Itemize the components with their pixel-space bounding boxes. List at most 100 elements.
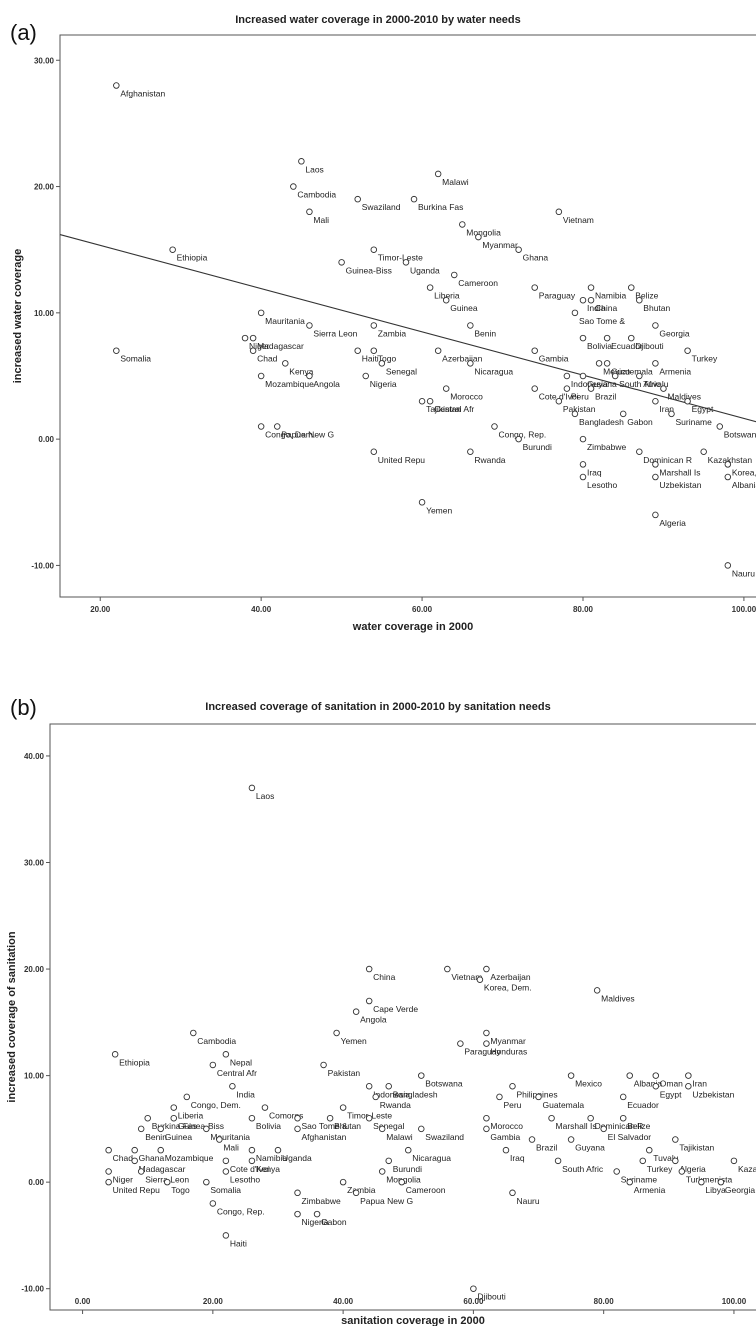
data-point: [410, 195, 418, 203]
point-label: Botswana: [724, 430, 756, 440]
x-tick-label: 20.00: [90, 605, 111, 614]
data-point: [571, 410, 579, 418]
point-label: Paraguay: [539, 291, 576, 301]
data-point: [483, 1114, 490, 1122]
y-tick-label: 0.00: [28, 1178, 44, 1187]
point-label: Brazil: [595, 392, 616, 402]
data-point: [555, 397, 563, 405]
panel-a-label: (a): [10, 20, 37, 45]
data-point: [370, 347, 378, 354]
point-label: Burundi: [393, 1164, 422, 1174]
point-label: Mexico: [575, 1079, 602, 1089]
data-point: [333, 1029, 340, 1037]
x-tick-label: 100.00: [732, 605, 756, 614]
point-label: Cameroon: [406, 1185, 446, 1195]
data-point: [222, 1168, 230, 1175]
x-tick-label: 60.00: [463, 1297, 484, 1306]
data-point: [190, 1029, 197, 1037]
data-point: [294, 1114, 301, 1122]
point-label: Suriname: [675, 417, 712, 427]
point-label: Bangladesh: [393, 1089, 438, 1099]
point-label: Lesotho: [230, 1174, 261, 1184]
data-point: [571, 309, 579, 317]
data-point: [209, 1200, 217, 1207]
point-label: Turkey: [692, 354, 718, 364]
point-label: Niger: [249, 341, 269, 351]
data-point: [613, 1168, 620, 1175]
data-point: [248, 1157, 256, 1165]
point-label: Mali: [313, 215, 329, 225]
data-point: [370, 448, 378, 456]
point-label: Burkina Fas: [418, 202, 463, 212]
data-point: [442, 296, 450, 304]
point-label: Azerbaijan: [442, 354, 482, 364]
data-point: [261, 1104, 269, 1111]
data-point: [170, 1104, 178, 1111]
data-point: [646, 1146, 653, 1154]
point-label: Armenia: [634, 1185, 666, 1195]
x-tick-label: 80.00: [594, 1297, 615, 1306]
data-point: [372, 1093, 379, 1101]
point-label: Indonesia: [373, 1089, 410, 1099]
data-point: [685, 1083, 692, 1090]
point-label: Papua New G: [281, 430, 334, 440]
data-point: [294, 1189, 301, 1197]
data-point: [222, 1051, 230, 1058]
point-label: Namibia: [256, 1153, 287, 1163]
point-label: Afghanistan: [120, 89, 165, 99]
point-label: Comoros: [269, 1111, 303, 1121]
point-label: Nepal: [230, 1057, 252, 1067]
data-point: [105, 1146, 112, 1154]
point-label: China: [373, 972, 395, 982]
data-point: [354, 195, 361, 203]
point-label: Belize: [635, 291, 658, 301]
point-label: Yemen: [426, 505, 452, 515]
point-label: Maldives: [601, 993, 635, 1003]
point-label: Azerbaijan: [490, 972, 530, 982]
point-label: Chad: [113, 1153, 134, 1163]
data-point: [628, 284, 635, 291]
panel-a: (a) Increased water coverage in 2000-201…: [10, 14, 756, 633]
data-point: [603, 360, 611, 367]
point-label: Angola: [360, 1015, 387, 1025]
data-point: [611, 372, 619, 380]
point-label: Afghanistan: [302, 1132, 347, 1142]
point-label: Honduras: [490, 1047, 527, 1057]
panel-a-fit-line: [59, 234, 756, 423]
point-label: Senegal: [373, 1121, 404, 1131]
data-point: [306, 372, 313, 380]
data-point: [628, 334, 635, 342]
point-label: Iran: [659, 404, 674, 414]
data-point: [593, 987, 601, 994]
data-point: [294, 1210, 301, 1218]
point-label: Malawi: [442, 177, 469, 187]
y-tick-label: 10.00: [34, 309, 55, 318]
data-point: [639, 1157, 647, 1165]
data-point: [294, 1125, 301, 1133]
point-label: Sao Tome &: [579, 316, 625, 326]
data-point: [626, 1178, 633, 1186]
point-label: Korea, De: [732, 467, 756, 477]
data-point: [509, 1189, 516, 1197]
point-label: Sao Tome &: [302, 1121, 348, 1131]
data-point: [169, 246, 176, 253]
point-label: Turkey: [647, 1164, 673, 1174]
data-point: [257, 309, 265, 317]
data-point: [113, 347, 120, 354]
data-point: [579, 372, 587, 380]
data-point: [619, 1114, 627, 1122]
data-point: [579, 461, 587, 468]
y-tick-label: 0.00: [38, 435, 54, 444]
data-point: [418, 499, 426, 506]
point-label: Angola: [313, 379, 340, 389]
data-point: [402, 259, 410, 266]
point-label: Cote d'Ivoi: [539, 392, 579, 402]
data-point: [603, 334, 611, 342]
data-point: [378, 1168, 386, 1175]
point-label: Laos: [256, 791, 274, 801]
point-label: Bhutan: [643, 303, 670, 313]
data-point: [418, 397, 426, 405]
x-tick-label: 20.00: [203, 1297, 224, 1306]
point-label: Armenia: [659, 366, 691, 376]
